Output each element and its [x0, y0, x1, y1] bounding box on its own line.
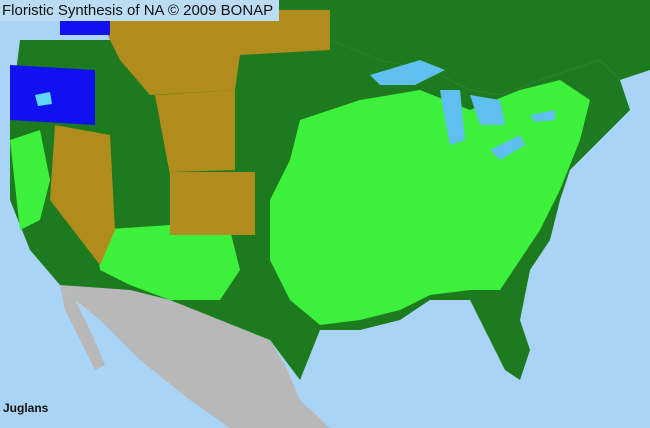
absent-montana-dakotas	[95, 10, 330, 95]
great-lakes	[370, 60, 555, 160]
absent-nevada	[50, 125, 115, 265]
us-present-counties-west	[10, 130, 50, 230]
canada-region	[60, 0, 650, 95]
taxon-label: Juglans	[3, 401, 49, 415]
map-title: Floristic Synthesis of NA © 2009 BONAP	[0, 0, 280, 21]
baja-region	[60, 285, 105, 370]
us-present-counties-sw	[95, 225, 240, 300]
mexico-region	[60, 285, 330, 428]
absent-colorado	[170, 172, 255, 235]
adventive-county	[35, 92, 52, 106]
adventive-oregon	[10, 65, 95, 125]
